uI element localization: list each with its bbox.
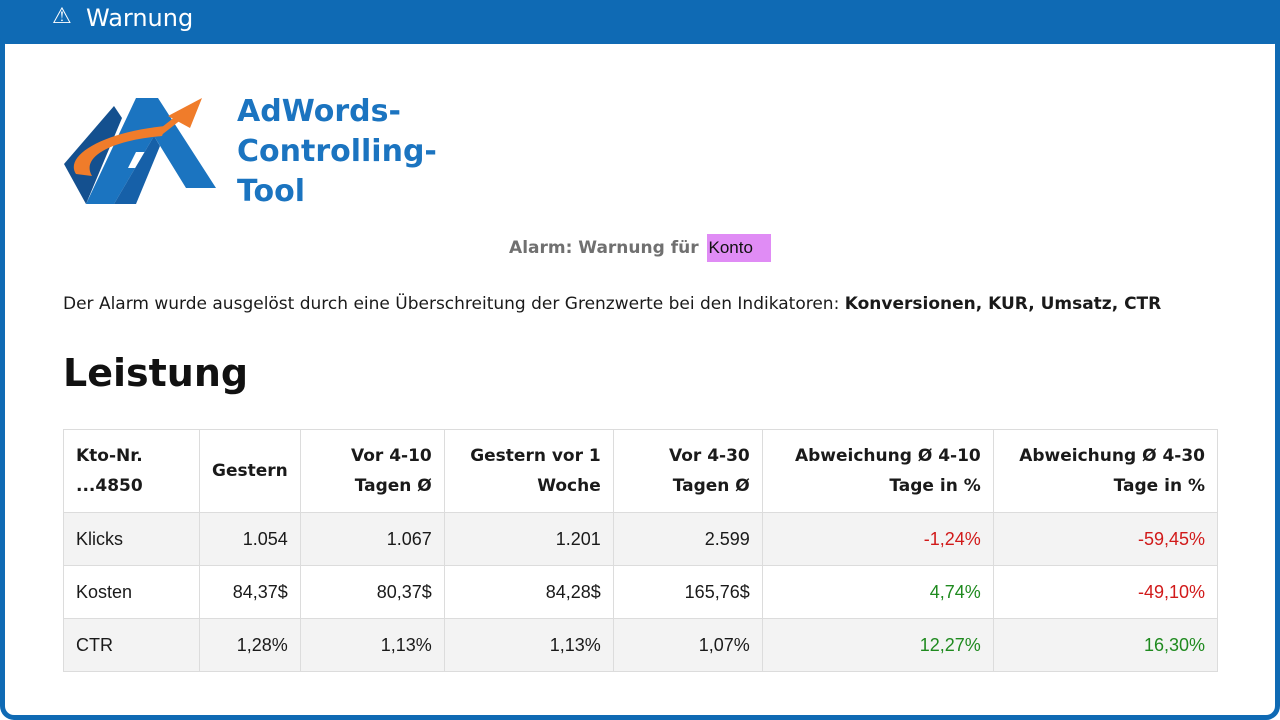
table-header-row: Kto-Nr. ...4850 Gestern Vor 4-10 Tagen Ø… <box>63 429 1219 513</box>
column-header-deviation-4-30: Abweichung Ø 4-30 Tage in % <box>992 429 1219 513</box>
deviation-cell: 4,74% <box>761 565 994 619</box>
header-line: Tagen Ø <box>354 476 432 496</box>
table-row: CTR 1,28% 1,13% 1,13% 1,07% 12,27% 16,30… <box>63 618 1219 672</box>
deviation-cell: 16,30% <box>992 618 1219 672</box>
description-text: Der Alarm wurde ausgelöst durch eine Übe… <box>63 294 845 314</box>
column-header-4-30-days: Vor 4-30 Tagen Ø <box>612 429 763 513</box>
table-cell: 1,28% <box>199 618 301 672</box>
table-cell: 1,07% <box>612 618 763 672</box>
logo-line-2: Controlling- <box>237 134 437 169</box>
column-header-last-week: Gestern vor 1 Woche <box>443 429 614 513</box>
header-line: Gestern vor 1 <box>470 446 601 466</box>
column-header-yesterday: Gestern <box>199 429 301 513</box>
warning-triangle-icon: ⚠ <box>52 4 72 29</box>
table-cell: 1,13% <box>443 618 614 672</box>
table-cell: 165,76$ <box>612 565 763 619</box>
table-cell: 2.599 <box>612 512 763 566</box>
logo-line-3: Tool <box>237 174 305 209</box>
alarm-description: Der Alarm wurde ausgelöst durch eine Übe… <box>63 290 1233 318</box>
row-label: Kosten <box>63 565 200 619</box>
title-bar: ⚠ Warnung <box>0 0 1280 44</box>
table-cell: 84,28$ <box>443 565 614 619</box>
header-line: Vor 4-30 <box>669 446 750 466</box>
header-line: Tagen Ø <box>672 476 750 496</box>
alarm-heading: Alarm: Warnung für Konto <box>0 234 1280 262</box>
table-cell: 80,37$ <box>299 565 445 619</box>
deviation-cell: -49,10% <box>992 565 1219 619</box>
column-header-4-10-days: Vor 4-10 Tagen Ø <box>299 429 445 513</box>
deviation-cell: 12,27% <box>761 618 994 672</box>
header-line: ...4850 <box>76 476 143 496</box>
header-line: Tage in % <box>889 476 981 496</box>
table-row: Klicks 1.054 1.067 1.201 2.599 -1,24% -5… <box>63 512 1219 566</box>
column-header-account: Kto-Nr. ...4850 <box>63 429 200 513</box>
indicator-list: Konversionen, KUR, Umsatz, CTR <box>844 294 1162 314</box>
header-line: Abweichung Ø 4-10 <box>794 446 981 466</box>
header-line: Woche <box>537 476 601 496</box>
table-cell: 1,13% <box>299 618 445 672</box>
logo-line-1: AdWords- <box>237 94 401 129</box>
table-cell: 1.054 <box>199 512 301 566</box>
window-title: Warnung <box>86 4 194 32</box>
logo-wordmark: AdWords- Controlling- Tool <box>237 92 437 212</box>
deviation-cell: -1,24% <box>761 512 994 566</box>
header-line: Gestern <box>212 461 288 481</box>
row-label: Klicks <box>63 512 200 566</box>
header-line: Vor 4-10 <box>351 446 432 466</box>
header-line: Kto-Nr. <box>76 446 143 466</box>
table-cell: 84,37$ <box>199 565 301 619</box>
performance-table: Kto-Nr. ...4850 Gestern Vor 4-10 Tagen Ø… <box>63 429 1219 672</box>
table-cell: 1.067 <box>299 512 445 566</box>
header-line: Tage in % <box>1113 476 1205 496</box>
deviation-cell: -59,45% <box>992 512 1219 566</box>
table-row: Kosten 84,37$ 80,37$ 84,28$ 165,76$ 4,74… <box>63 565 1219 619</box>
alarm-prefix: Alarm: Warnung für <box>509 238 699 258</box>
row-label: CTR <box>63 618 200 672</box>
column-header-deviation-4-10: Abweichung Ø 4-10 Tage in % <box>761 429 994 513</box>
adwords-logo-icon <box>64 98 216 204</box>
header-line: Abweichung Ø 4-30 <box>1019 446 1205 466</box>
table-cell: 1.201 <box>443 512 614 566</box>
section-title: Leistung <box>63 351 249 395</box>
account-highlight: Konto <box>706 234 771 262</box>
